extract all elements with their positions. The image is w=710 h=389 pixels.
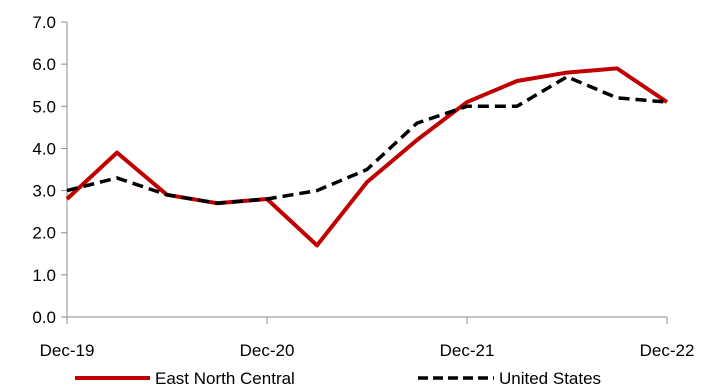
series-layer	[67, 68, 667, 245]
legend: East North Central United States	[75, 369, 601, 388]
y-tick-label: 6.0	[32, 55, 56, 74]
x-axis-ticks: Dec-19 Dec-20 Dec-21 Dec-22	[40, 317, 695, 360]
legend-label-east-north-central: East North Central	[155, 369, 295, 388]
legend-item-east-north-central: East North Central	[75, 369, 295, 388]
y-tick-label: 3.0	[32, 182, 56, 201]
y-tick-label: 5.0	[32, 97, 56, 116]
x-tick-label: Dec-20	[240, 341, 295, 360]
y-tick-label: 2.0	[32, 224, 56, 243]
y-tick-label: 7.0	[32, 13, 56, 32]
y-tick-label: 4.0	[32, 139, 56, 158]
x-tick-label: Dec-21	[440, 341, 495, 360]
legend-item-united-states: United States	[418, 369, 601, 388]
x-tick-label: Dec-19	[40, 341, 95, 360]
y-tick-label: 1.0	[32, 266, 56, 285]
series-line-east-north-central	[67, 68, 667, 245]
legend-label-united-states: United States	[499, 369, 601, 388]
x-tick-label: Dec-22	[640, 341, 695, 360]
y-tick-label: 0.0	[32, 308, 56, 327]
y-axis-ticks: 0.0 1.0 2.0 3.0 4.0 5.0 6.0 7.0	[32, 13, 67, 327]
